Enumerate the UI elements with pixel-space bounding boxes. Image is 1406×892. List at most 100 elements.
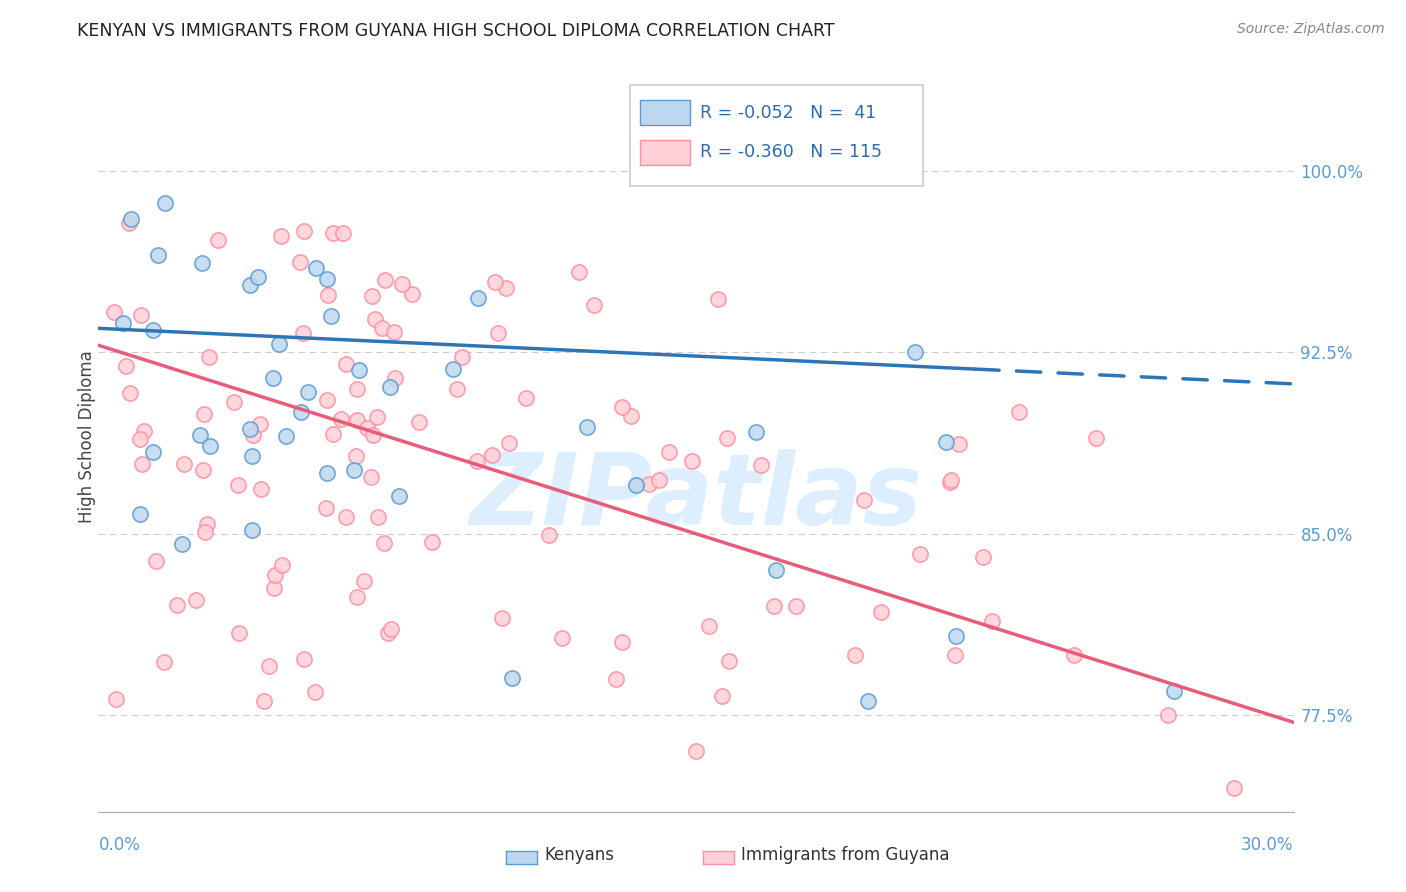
Point: [253, 694, 276, 708]
Point: [1223, 780, 1246, 795]
Point: [193, 407, 215, 421]
Point: [1063, 648, 1085, 662]
Point: [495, 281, 517, 295]
Point: [856, 694, 879, 708]
Point: [290, 405, 312, 419]
Point: [363, 428, 385, 442]
Point: [481, 448, 503, 462]
Point: [486, 326, 509, 340]
Point: [697, 619, 720, 633]
Point: [582, 298, 605, 312]
Point: [763, 599, 786, 613]
Point: [605, 672, 627, 686]
Point: [263, 371, 285, 385]
Text: R = -0.052   N =  41: R = -0.052 N = 41: [700, 103, 876, 121]
Point: [128, 507, 150, 521]
Point: [103, 305, 125, 319]
Point: [765, 563, 787, 577]
Point: [316, 287, 339, 301]
Point: [610, 635, 633, 649]
Point: [263, 581, 285, 595]
Point: [844, 648, 866, 662]
Point: [1084, 431, 1107, 445]
Point: [172, 537, 194, 551]
Point: [935, 434, 957, 449]
Point: [292, 652, 315, 666]
Point: [853, 492, 876, 507]
Point: [315, 501, 337, 516]
Point: [491, 611, 513, 625]
Point: [115, 359, 138, 373]
Point: [945, 629, 967, 643]
Y-axis label: High School Diploma: High School Diploma: [79, 351, 96, 524]
Point: [304, 685, 326, 699]
FancyBboxPatch shape: [640, 100, 690, 126]
Point: [191, 463, 214, 477]
Point: [153, 196, 176, 211]
Point: [465, 454, 488, 468]
Point: [484, 276, 506, 290]
Point: [420, 535, 443, 549]
Point: [1008, 405, 1031, 419]
Point: [297, 385, 319, 400]
Point: [361, 288, 384, 302]
Point: [166, 599, 188, 613]
Point: [344, 449, 367, 463]
Point: [904, 345, 927, 359]
Point: [1157, 708, 1180, 723]
Point: [242, 428, 264, 442]
Point: [568, 265, 591, 279]
FancyBboxPatch shape: [640, 140, 690, 165]
Point: [322, 427, 344, 442]
Point: [294, 225, 316, 239]
Point: [515, 391, 537, 405]
Point: [382, 325, 405, 339]
Point: [292, 326, 315, 341]
Point: [246, 269, 269, 284]
Point: [377, 626, 399, 640]
Point: [360, 470, 382, 484]
Point: [610, 400, 633, 414]
Point: [198, 350, 221, 364]
Point: [711, 690, 734, 704]
Point: [619, 409, 641, 423]
Point: [330, 412, 353, 426]
Point: [367, 509, 389, 524]
Point: [366, 409, 388, 424]
Point: [343, 463, 366, 477]
Point: [346, 590, 368, 604]
Point: [141, 445, 163, 459]
Point: [388, 489, 411, 503]
Text: Source: ZipAtlas.com: Source: ZipAtlas.com: [1237, 22, 1385, 37]
Point: [250, 482, 273, 496]
Point: [288, 254, 311, 268]
Point: [346, 382, 368, 396]
Point: [451, 350, 474, 364]
Point: [319, 309, 342, 323]
Point: [948, 436, 970, 450]
Point: [207, 233, 229, 247]
Point: [378, 380, 401, 394]
Text: R = -0.360   N = 115: R = -0.360 N = 115: [700, 144, 882, 161]
Point: [972, 550, 994, 565]
Point: [716, 431, 738, 445]
Point: [685, 744, 707, 758]
Point: [276, 429, 298, 443]
Point: [749, 458, 772, 472]
Point: [939, 473, 962, 487]
Point: [257, 659, 280, 673]
Point: [391, 277, 413, 291]
Point: [316, 393, 339, 408]
Point: [186, 592, 208, 607]
Point: [707, 292, 730, 306]
Point: [131, 458, 153, 472]
Point: [648, 473, 671, 487]
Point: [190, 428, 212, 442]
Point: [870, 605, 893, 619]
Point: [111, 316, 134, 330]
Point: [267, 337, 290, 351]
Point: [363, 311, 385, 326]
Point: [173, 457, 195, 471]
Point: [981, 614, 1004, 628]
Point: [129, 308, 152, 322]
